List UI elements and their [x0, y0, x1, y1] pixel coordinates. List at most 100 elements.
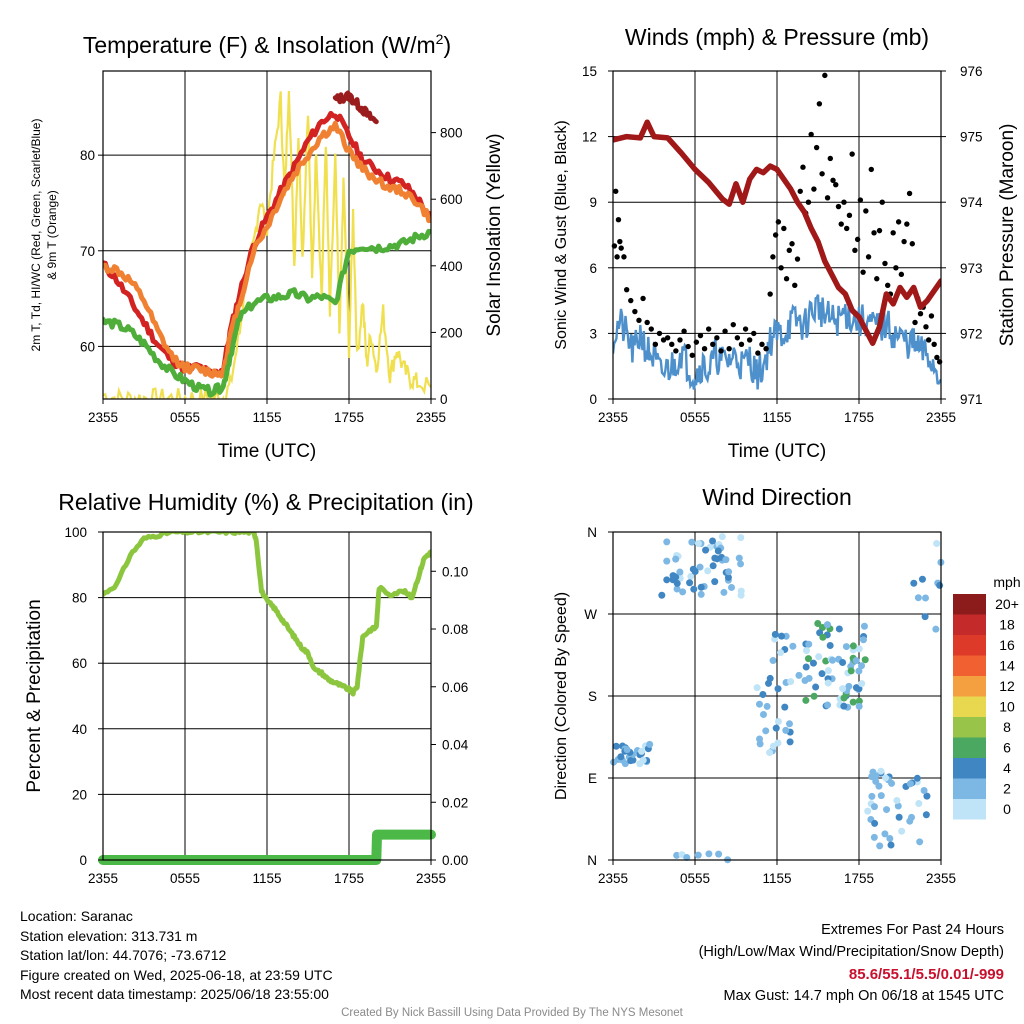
gust-point [854, 236, 861, 243]
legend-swatch [953, 696, 986, 717]
gust-point [906, 190, 913, 197]
x-tick-label: 2355 [926, 410, 956, 425]
wind-direction-point [704, 567, 712, 575]
wind-direction-point [805, 640, 813, 648]
legend-label: 2 [1003, 781, 1011, 797]
wind-direction-point [763, 702, 771, 710]
wind-direction-panel-grid [612, 531, 942, 861]
wind-direction-point [612, 742, 620, 750]
gust-point [931, 341, 937, 348]
wind-direction-point [782, 726, 790, 734]
wind-direction-point [694, 540, 702, 548]
wind-direction-point [822, 657, 830, 665]
y-right-tick-label: 0 [440, 392, 448, 407]
wind-direction-point [781, 703, 789, 711]
gust-point [792, 282, 798, 288]
wind-direction-point [769, 742, 777, 750]
wind-direction-point [691, 567, 699, 575]
y-right-axis-label: Station Pressure (Maroon) [997, 124, 1018, 347]
wind-direction-points [610, 533, 945, 864]
wind-direction-point [809, 659, 817, 667]
gust-point [673, 348, 679, 354]
gust-point [772, 232, 779, 238]
wind-direction-point [824, 667, 832, 675]
pressure-line [613, 119, 941, 346]
wind-direction-point [690, 585, 698, 593]
y-tick-label: N [587, 525, 597, 540]
gust-point [816, 101, 823, 107]
gust-point [819, 171, 825, 177]
y-left-tick-label: 80 [80, 148, 95, 163]
wind-direction-point [762, 727, 770, 735]
legend-swatch [953, 717, 986, 738]
y-left-tick-label: 12 [582, 130, 597, 145]
gust-point [767, 291, 773, 297]
wind-direction-point [855, 645, 863, 653]
y-tick-label: E [588, 771, 597, 786]
wind-direction-point [826, 641, 834, 649]
wind-direction-point [840, 694, 848, 702]
gust-point [778, 265, 784, 271]
gust-point [857, 197, 864, 203]
wind-direction-point [771, 630, 779, 638]
gust-point [868, 166, 874, 173]
gust-point [844, 225, 850, 232]
wind-direction-point [737, 560, 745, 568]
wind-direction-point [893, 796, 901, 804]
wind-direction-point [801, 676, 809, 684]
wind-direction-point [914, 594, 922, 602]
wind-direction-point [709, 562, 717, 570]
legend-label: 14 [999, 658, 1015, 674]
gust-point [628, 297, 634, 304]
temperature-series-line [103, 120, 431, 379]
panel-title: Winds (mph) & Pressure (mb) [625, 24, 929, 50]
wind-direction-point [804, 655, 812, 663]
gust-point [928, 313, 935, 319]
gust-point [824, 195, 831, 201]
y-left-axis-label: 2m T, Td, HI/WC (Red, Green, Scarlet/Blu… [29, 119, 43, 352]
legend-swatch [953, 594, 986, 615]
wind-direction-point [886, 834, 894, 842]
wind-direction-point [759, 691, 767, 699]
wind-direction-point [918, 575, 926, 583]
y-right-tick-label: 400 [440, 259, 463, 274]
gust-point [827, 155, 833, 162]
panel-title: Wind Direction [702, 484, 852, 510]
x-tick-label: 0555 [170, 871, 200, 886]
wind-direction-point [673, 851, 681, 859]
wind-direction-point [663, 557, 671, 565]
wind-direction-point [786, 738, 794, 746]
x-axis-label: Time (UTC) [218, 441, 317, 462]
x-tick-label: 1155 [762, 410, 791, 425]
gust-point [797, 188, 803, 194]
wind-direction-point [875, 782, 883, 790]
gust-point [876, 227, 883, 234]
gust-point [648, 326, 654, 332]
gust-point [718, 348, 724, 354]
legend-label: 10 [999, 699, 1015, 715]
wind-direction-point [663, 538, 671, 546]
gust-point [781, 225, 787, 232]
wind-direction-point [627, 757, 635, 765]
station-info: Location: Saranac Station elevation: 313… [20, 907, 333, 1005]
gust-point [846, 212, 853, 219]
wind-direction-point [728, 583, 736, 591]
wind-direction-point [819, 633, 827, 641]
gust-point [763, 346, 769, 352]
gust-point [697, 332, 704, 339]
gust-point [871, 230, 877, 236]
gust-point [710, 341, 716, 348]
y-right-axis-label: Solar Insolation (Yellow) [484, 133, 505, 336]
y-left-tick-label: 70 [80, 244, 95, 259]
wind-direction-point [714, 547, 722, 555]
gust-point [808, 131, 814, 138]
x-axis-label: Time (UTC) [728, 441, 827, 462]
panel-title: Relative Humidity (%) & Precipitation (i… [58, 489, 473, 515]
x-tick-label: 1755 [844, 410, 874, 425]
y-right-tick-label: 974 [960, 195, 983, 210]
wind-direction-point [658, 591, 666, 599]
wind-direction-point [795, 671, 803, 679]
wind-direction-point [894, 802, 902, 810]
wind-direction-point [932, 625, 940, 633]
wind-direction-point [877, 792, 885, 800]
